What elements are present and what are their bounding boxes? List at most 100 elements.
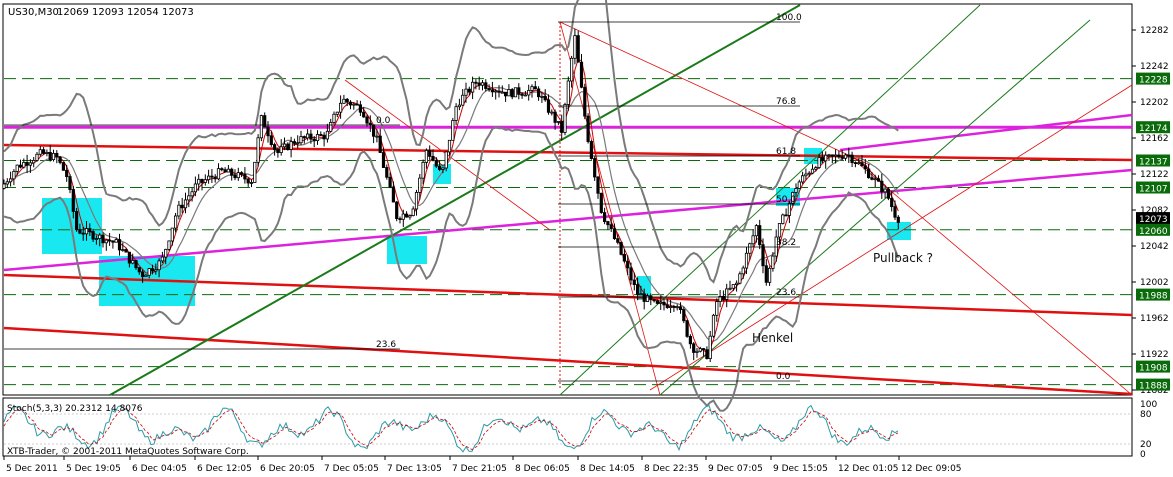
bollinger-middle [3, 86, 899, 342]
candle-body [725, 288, 729, 300]
candle-body [487, 88, 491, 91]
candle-body [540, 95, 544, 98]
candle-body [111, 240, 115, 243]
candle-body [45, 152, 49, 154]
time-tick-label: 7 Dec 13:05 [387, 464, 442, 474]
candle-body [599, 192, 603, 213]
ohlc-header: 12069 12093 12054 12073 [57, 7, 194, 18]
stoch-tick-label: 80 [1140, 410, 1152, 420]
candle-body [253, 161, 257, 183]
candle-body [863, 165, 867, 170]
candle-body [65, 169, 69, 177]
fib-level-label: 61.8 [776, 147, 796, 157]
candle-body [197, 178, 201, 185]
candle-body [108, 239, 112, 242]
candle-body [200, 178, 204, 183]
candle-body [890, 197, 894, 208]
candle-body [263, 115, 267, 128]
level-label-box [1136, 121, 1170, 134]
candle-body [764, 265, 768, 283]
fib-level-label: 76.8 [776, 97, 796, 107]
candle-body [447, 139, 452, 153]
price-tick-label: 12082 [1140, 206, 1169, 216]
candle-body [305, 133, 310, 139]
candle-body [629, 267, 633, 281]
candle-body [203, 179, 207, 183]
time-tick-label: 12 Dec 09:05 [901, 464, 962, 474]
candle-body [692, 343, 696, 353]
candle-body [335, 111, 339, 115]
candle-body [424, 149, 429, 163]
candle-body [444, 151, 448, 169]
candle-body [210, 175, 214, 178]
candle-body [731, 284, 735, 289]
candle-body [117, 239, 122, 251]
candle-body [408, 215, 412, 218]
candle-body [368, 122, 372, 126]
candle-body [784, 214, 788, 217]
candle-body [711, 314, 716, 337]
stoch-panel-frame [2, 397, 1133, 457]
candle-body [860, 162, 864, 167]
candle-body [441, 167, 445, 170]
candle-body [655, 300, 660, 304]
candle-body [84, 228, 89, 235]
candle-body [642, 293, 646, 302]
annotation-henkel: Henkel [752, 331, 793, 345]
candle-body [246, 178, 250, 184]
candle-body [243, 173, 247, 180]
candle-body [579, 61, 584, 88]
candle-body [494, 90, 498, 93]
candle-body [603, 212, 607, 222]
candle-body [220, 168, 224, 171]
candle-body [576, 35, 580, 63]
candle-body [744, 252, 749, 269]
candle-body [768, 267, 772, 283]
time-tick-label: 5 Dec 19:05 [66, 464, 121, 474]
price-tick-label: 12042 [1140, 242, 1169, 252]
level-label-box [1136, 212, 1170, 225]
candle-body [886, 188, 891, 199]
candle-body [12, 170, 16, 180]
fib-level-label: 0.0 [376, 116, 391, 126]
candle-body [167, 240, 171, 250]
candle-body [325, 130, 330, 140]
candle-body [616, 238, 620, 243]
candle-body [596, 176, 600, 194]
fib-fan-line [559, 21, 661, 396]
candle-body [71, 189, 75, 212]
candle-body [632, 279, 636, 285]
candle-body [25, 162, 29, 166]
candle-body [457, 104, 462, 108]
candle-body [395, 201, 399, 219]
candle-body [127, 251, 131, 264]
candle-body [302, 136, 306, 139]
candle-body [797, 181, 801, 189]
candle-body [279, 146, 283, 153]
candle-body [378, 135, 382, 153]
candle-body [774, 236, 778, 257]
candle-body [484, 82, 488, 89]
candle-body [474, 81, 478, 84]
candle-body [170, 227, 174, 242]
candle-body [728, 287, 732, 290]
candle-body [662, 301, 666, 306]
bollinger-upper [3, 0, 899, 284]
time-tick-label: 7 Dec 05:05 [324, 464, 379, 474]
candle-body [708, 335, 712, 360]
candle-body [672, 306, 676, 308]
candle-body [553, 111, 557, 123]
candle-body [695, 350, 699, 353]
candle-body [332, 113, 336, 123]
candle-body [639, 293, 643, 296]
price-tick-label: 12282 [1140, 26, 1169, 36]
candle-body [834, 154, 838, 157]
candle-body [853, 162, 858, 164]
candle-body [451, 120, 455, 141]
candle-body [68, 176, 72, 190]
fib-level-label: 23.6 [376, 340, 396, 350]
candle-body [289, 141, 293, 150]
candle-body [807, 172, 811, 175]
candle-body [837, 154, 841, 158]
